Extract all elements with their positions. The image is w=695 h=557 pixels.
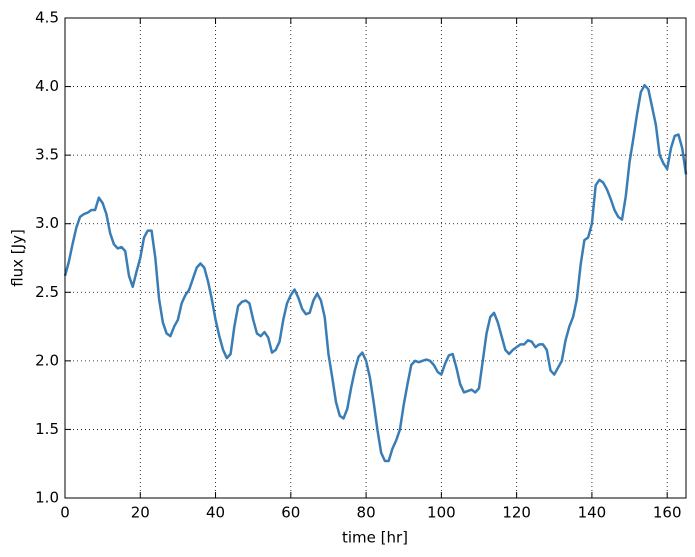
y-tick-label: 2.0 [35, 351, 59, 369]
x-tick-label: 60 [281, 504, 300, 522]
x-tick-label: 160 [653, 504, 682, 522]
y-tick-label: 1.5 [35, 420, 59, 438]
data-line [63, 83, 688, 463]
x-tick-label: 40 [206, 504, 225, 522]
plot-frame [64, 17, 687, 499]
x-tick-label: 120 [502, 504, 531, 522]
x-tick-label: 100 [427, 504, 456, 522]
y-tick-label: 2.5 [35, 283, 59, 301]
y-tick-label: 3.0 [35, 214, 59, 232]
y-axis-label: flux [Jy] [9, 229, 27, 287]
x-axis-label: time [hr] [342, 529, 408, 547]
y-tick-label: 4.5 [35, 9, 59, 27]
y-tick-label: 1.0 [35, 489, 59, 507]
x-tick-label: 0 [60, 504, 70, 522]
y-tick-label: 4.0 [35, 77, 59, 95]
x-tick-label: 20 [131, 504, 150, 522]
x-tick-label: 80 [357, 504, 376, 522]
x-tick-label: 140 [578, 504, 607, 522]
y-tick-label: 3.5 [35, 146, 59, 164]
